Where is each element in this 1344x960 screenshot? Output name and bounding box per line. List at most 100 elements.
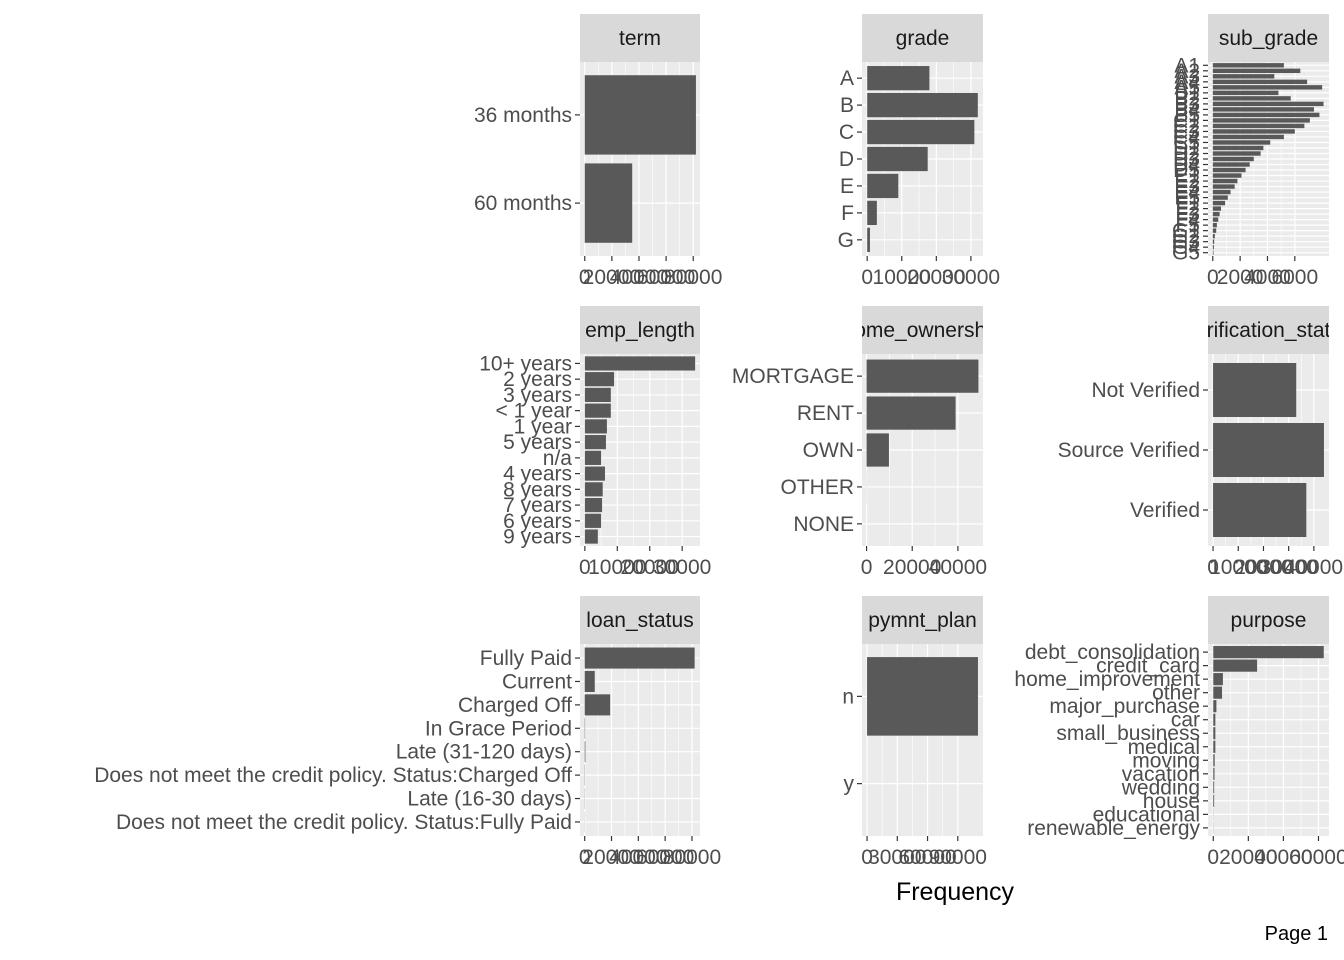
bar — [1213, 740, 1216, 753]
x-tick-label: 4000 — [1244, 266, 1291, 289]
y-tick-label: B5 — [1174, 104, 1200, 127]
bar — [584, 694, 611, 716]
y-tick-label: educational — [1093, 803, 1200, 826]
x-tick-label: 0 — [861, 266, 873, 289]
bar — [867, 92, 978, 118]
panel-background — [580, 644, 700, 836]
y-tick-label: 2 years — [503, 368, 572, 391]
x-tick-label: 20000 — [621, 556, 679, 579]
x-tick-label: 20000 — [583, 266, 641, 289]
y-tick-label: F1 — [1175, 192, 1200, 215]
bar — [1212, 145, 1264, 151]
bar — [1212, 68, 1301, 74]
y-tick-label: D2 — [1173, 142, 1200, 165]
y-tick-label: Source Verified — [1058, 439, 1200, 462]
strip-background — [862, 596, 983, 644]
x-tick-label: 30000 — [1259, 556, 1317, 579]
bar — [1212, 162, 1250, 167]
y-tick-label: 60 months — [474, 192, 572, 215]
bar — [1212, 217, 1219, 222]
y-tick-label: NONE — [793, 513, 854, 536]
y-tick-label: 7 years — [503, 494, 572, 517]
bar — [1212, 118, 1310, 123]
y-tick-label: 8 years — [503, 478, 572, 501]
x-tick-label: 0 — [1207, 266, 1219, 289]
bar — [584, 529, 598, 544]
y-tick-label: G2 — [1172, 225, 1200, 248]
x-tick-label: 2000 — [1217, 266, 1264, 289]
bar — [1212, 79, 1308, 85]
y-tick-label: debt_consolidation — [1025, 641, 1200, 664]
y-tick-label: B — [840, 94, 854, 117]
bar — [1213, 700, 1217, 713]
bar — [1212, 211, 1220, 217]
bar — [1212, 195, 1228, 200]
bar — [584, 482, 603, 497]
x-tick-label: 20000 — [1219, 846, 1277, 869]
strip-background — [1208, 596, 1329, 644]
bar — [1212, 244, 1214, 250]
y-tick-label: 9 years — [503, 526, 572, 549]
y-tick-label: E2 — [1174, 170, 1200, 193]
x-tick-label: 80000 — [664, 266, 722, 289]
bar — [1213, 646, 1324, 659]
bar — [867, 173, 899, 199]
bar — [1212, 63, 1284, 68]
facet-panel-home-ownership: home_ownership MORTGAGE RENT OWN OTHER NONE 0 2… — [732, 306, 987, 579]
y-tick-label: E — [840, 175, 854, 198]
y-tick-label: credit_card — [1096, 655, 1200, 678]
y-tick-label: Not Verified — [1091, 379, 1200, 402]
bar — [584, 435, 606, 450]
y-tick-label: A4 — [1174, 71, 1200, 94]
bar — [1212, 189, 1231, 195]
x-tick-label: 0 — [579, 846, 591, 869]
bar — [584, 513, 602, 528]
strip-background — [1208, 306, 1329, 354]
y-tick-label: E4 — [1174, 181, 1200, 204]
bar — [584, 647, 695, 669]
bar — [1212, 206, 1221, 211]
y-tick-label: C1 — [1173, 109, 1200, 132]
y-tick-label: A5 — [1174, 76, 1200, 99]
y-tick-label: F — [841, 202, 854, 225]
x-tick-label: 0 — [861, 846, 873, 869]
x-tick-label: 60000 — [636, 846, 694, 869]
y-tick-label: Does not meet the credit policy. Status:… — [94, 764, 572, 787]
strip-background — [580, 596, 700, 644]
bar — [867, 200, 877, 226]
y-tick-label: F5 — [1175, 214, 1200, 237]
y-tick-label: 6 years — [503, 510, 572, 533]
bar — [584, 670, 595, 692]
x-tick-label: 40000 — [609, 846, 667, 869]
y-tick-label: D1 — [1173, 137, 1200, 160]
strip-background — [862, 306, 983, 354]
bar — [584, 741, 586, 763]
y-tick-label: < 1 year — [496, 400, 572, 423]
strip-label: term — [619, 27, 661, 50]
y-tick-label: B2 — [1174, 87, 1200, 110]
bar — [1212, 134, 1284, 140]
bar — [1213, 686, 1223, 699]
bar — [867, 657, 978, 736]
y-tick-label: moving — [1132, 749, 1200, 772]
y-tick-label: F4 — [1175, 209, 1200, 232]
bar — [1213, 727, 1216, 740]
y-tick-label: 4 years — [503, 463, 572, 486]
y-tick-label: G4 — [1172, 236, 1200, 259]
y-tick-label: Late (16-30 days) — [407, 788, 572, 811]
y-tick-label: C4 — [1173, 126, 1200, 149]
y-tick-label: 36 months — [474, 104, 572, 127]
strip-label: loan_status — [586, 609, 693, 632]
bar — [584, 75, 696, 155]
bar — [1212, 96, 1291, 101]
y-tick-label: B3 — [1174, 93, 1200, 116]
x-tick-label: 10000 — [588, 556, 646, 579]
y-tick-label: 10+ years — [479, 352, 572, 375]
y-tick-label: Fully Paid — [480, 647, 572, 670]
y-tick-label: renewable_energy — [1027, 817, 1200, 840]
bar — [1213, 483, 1307, 537]
bar — [1212, 74, 1275, 79]
